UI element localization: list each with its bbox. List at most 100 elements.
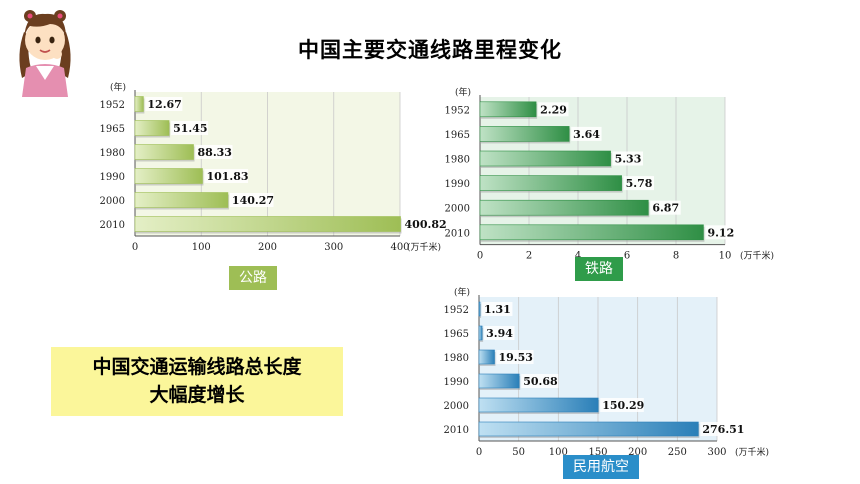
rail-category-label: 1980	[445, 155, 470, 166]
road-value-label: 51.45	[173, 122, 207, 135]
rail-value-label: 2.29	[540, 103, 567, 116]
road-value-label: 101.83	[206, 170, 248, 183]
air-bar	[478, 325, 483, 341]
road-year-label: (年)	[110, 81, 126, 93]
road-x-tick-label: 0	[132, 242, 138, 253]
rail-bar	[479, 175, 622, 191]
road-value-label-bg	[229, 193, 274, 207]
air-value-label-bg	[482, 302, 513, 316]
road-value-label: 88.33	[198, 146, 232, 159]
rail-value-label-bg	[650, 200, 681, 215]
air-category-label: 2010	[444, 425, 469, 436]
rail-bar	[479, 126, 570, 142]
air-category-label: 1965	[444, 329, 469, 340]
road-bar	[134, 144, 194, 160]
air-x-tick-label: 200	[628, 447, 647, 458]
air-category-label: 1980	[444, 353, 469, 364]
road-x-tick-label: 100	[192, 242, 211, 253]
road-value-label: 140.27	[232, 194, 274, 207]
road-value-label: 400.82	[405, 218, 447, 231]
summary-callout: 中国交通运输线路总长度 大幅度增长	[51, 347, 343, 416]
rail-x-tick-label: 2	[526, 251, 532, 262]
rail-x-tick-label: 6	[624, 251, 630, 262]
rail-value-label-bg	[705, 225, 736, 240]
air-value-label-bg	[496, 350, 534, 364]
air-unit-label: (万千米)	[735, 446, 769, 458]
air-category-label: 2000	[444, 401, 469, 412]
road-bar	[134, 192, 229, 208]
summary-line-2: 大幅度增长	[149, 384, 245, 406]
rail-value-label-bg	[571, 126, 602, 141]
air-bar	[478, 397, 599, 413]
road-bar	[134, 216, 401, 232]
air-bar	[478, 301, 481, 317]
road-category-label: 1990	[100, 172, 125, 183]
rail-category-label: 1952	[445, 105, 470, 116]
rail-value-label: 3.64	[573, 128, 600, 141]
rail-value-label: 6.87	[652, 202, 679, 215]
rail-bar	[479, 101, 537, 118]
road-chart: 0 100 200 300 400 (年) (万千米) 1952 12.67 1965 51.45 1…	[100, 81, 447, 253]
road-caption: 公路	[229, 266, 277, 290]
air-x-tick-label: 50	[512, 447, 525, 458]
air-bar	[478, 421, 699, 437]
rail-value-label: 5.33	[615, 153, 642, 166]
road-value-label-bg	[145, 97, 183, 111]
road-category-label: 2000	[100, 196, 125, 207]
road-bar	[134, 120, 170, 136]
air-category-label: 1952	[444, 305, 469, 316]
air-value-label: 150.29	[602, 399, 644, 412]
road-category-label: 1952	[100, 100, 125, 111]
air-value-label-bg	[521, 374, 559, 388]
air-chart: 0 50 100 150 200 250 300 (年) (万千米) 1952 1.31 1965 3.…	[444, 286, 769, 458]
air-value-label: 1.31	[484, 303, 511, 316]
air-x-tick-label: 250	[668, 447, 687, 458]
rail-bar	[479, 150, 611, 167]
air-value-label-bg	[600, 398, 644, 412]
page-title: 中国主要交通线路里程变化	[298, 38, 562, 62]
summary-line-1: 中国交通运输线路总长度	[92, 356, 302, 378]
rail-category-label: 1990	[445, 179, 470, 190]
air-value-label: 19.53	[498, 351, 532, 364]
rail-category-label: 2000	[445, 204, 470, 215]
air-category-label: 1990	[444, 377, 469, 388]
air-value-label: 3.94	[486, 327, 513, 340]
rail-plot-area	[480, 97, 725, 245]
air-caption: 民用航空	[563, 455, 639, 479]
air-value-label: 276.51	[702, 423, 744, 436]
road-bar	[134, 96, 144, 112]
road-value-label-bg	[204, 169, 249, 183]
rail-value-label: 9.12	[707, 226, 734, 239]
air-x-tick-label: 300	[707, 447, 726, 458]
road-bar	[134, 168, 203, 184]
road-value-label-bg	[171, 121, 209, 135]
rail-x-tick-label: 0	[477, 251, 483, 262]
rail-category-label: 1965	[445, 130, 470, 141]
rail-value-label-bg	[623, 176, 655, 191]
rail-x-tick-label: 10	[719, 251, 732, 262]
air-year-label: (年)	[454, 286, 470, 298]
road-value-label-bg	[195, 145, 233, 159]
rail-bar	[479, 199, 649, 216]
road-category-label: 1980	[100, 148, 125, 159]
rail-x-tick-label: 8	[673, 251, 679, 262]
road-x-tick-label: 300	[324, 242, 343, 253]
rail-category-label: 2010	[445, 228, 470, 239]
cartoon-girl-icon	[19, 10, 71, 97]
road-x-tick-label: 400	[390, 242, 409, 253]
rail-year-label: (年)	[455, 86, 471, 98]
road-unit-label: (万千米)	[407, 241, 441, 253]
road-x-tick-label: 200	[258, 242, 277, 253]
air-x-tick-label: 0	[476, 447, 482, 458]
road-category-label: 1965	[100, 124, 125, 135]
rail-caption: 铁路	[575, 257, 623, 281]
rail-value-label-bg	[612, 151, 643, 166]
road-category-label: 2010	[100, 220, 125, 231]
air-bar-shadow	[480, 304, 482, 318]
rail-bar	[479, 224, 704, 241]
air-value-label-bg	[700, 422, 744, 436]
rail-x-tick-label: 4	[575, 251, 581, 262]
air-bar	[478, 373, 520, 389]
air-value-label: 50.68	[523, 375, 558, 388]
road-value-label-bg	[402, 217, 447, 231]
